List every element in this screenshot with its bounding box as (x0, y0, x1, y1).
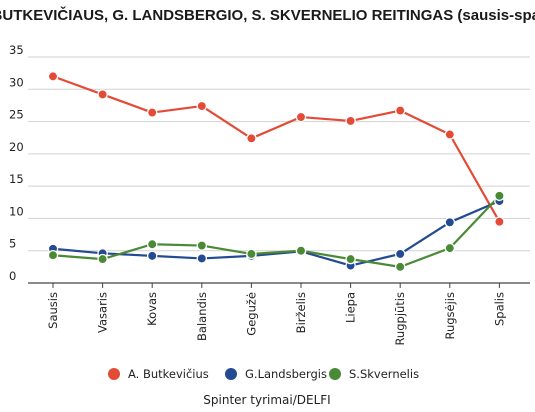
data-point (47, 249, 59, 261)
data-point (394, 105, 406, 116)
data-point (97, 89, 108, 100)
series-line (52, 199, 500, 267)
data-point (196, 240, 208, 251)
data-point (196, 253, 208, 264)
data-point (146, 250, 158, 262)
x-tick-label: Spalis (492, 292, 506, 326)
x-tick-label: Liepa (344, 292, 358, 323)
x-tick-label: Rugsėjis (443, 292, 457, 340)
data-point (444, 129, 456, 140)
series-lines (47, 71, 505, 273)
data-point (246, 248, 257, 260)
series-line (52, 75, 501, 223)
data-point (97, 253, 108, 265)
y-axis-ticks: 0 5 10 15 20 25 30 35 (9, 43, 24, 283)
series-line (52, 195, 501, 268)
chart-source: Spinter tyrimai/DELFI (203, 393, 330, 407)
x-tick-label: Sausis (46, 292, 60, 329)
legend-label: S.Skvernelis (349, 367, 419, 381)
data-point (444, 217, 456, 228)
x-tick-label: Rugpjūtis (393, 292, 407, 346)
y-tick-label: 35 (9, 43, 24, 57)
legend-marker (108, 368, 120, 380)
data-point (47, 71, 59, 82)
data-point (394, 248, 406, 260)
legend: A. Butkevičius G.Landsbergis S.Skvernelis (108, 367, 419, 381)
legend-marker (225, 368, 237, 380)
data-point (394, 261, 406, 273)
y-tick-label: 0 (9, 269, 16, 283)
x-tick-label: Vasaris (96, 292, 110, 333)
chart-title: A. BUTKEVIČIAUS, G. LANDSBERGIO, S. SKVE… (0, 6, 535, 24)
data-point (246, 133, 257, 144)
grid-lines (28, 56, 530, 284)
data-point (444, 242, 456, 254)
data-point (295, 111, 307, 123)
legend-label: A. Butkevičius (128, 367, 209, 381)
data-point (494, 216, 505, 227)
data-point (146, 107, 158, 118)
data-point (345, 115, 356, 127)
y-tick-label: 30 (9, 75, 24, 89)
y-tick-label: 25 (9, 108, 24, 122)
y-tick-label: 5 (9, 237, 16, 251)
x-tick-label: Kovas (145, 292, 159, 326)
x-axis-ticks: Sausis Vasaris Kovas Balandis Gegužė Birželis… (46, 283, 506, 346)
data-point (196, 100, 208, 112)
legend-marker (329, 368, 341, 380)
x-tick-label: Birželis (294, 292, 308, 333)
data-point (146, 239, 158, 250)
data-point (295, 245, 307, 256)
data-point (494, 190, 505, 202)
data-point (345, 253, 356, 265)
y-tick-label: 15 (9, 172, 24, 186)
x-tick-label: Gegužė (244, 292, 258, 336)
legend-label: G.Landsbergis (245, 367, 327, 381)
y-tick-label: 10 (9, 204, 24, 218)
y-tick-label: 20 (9, 140, 24, 154)
x-tick-label: Balandis (195, 292, 209, 341)
